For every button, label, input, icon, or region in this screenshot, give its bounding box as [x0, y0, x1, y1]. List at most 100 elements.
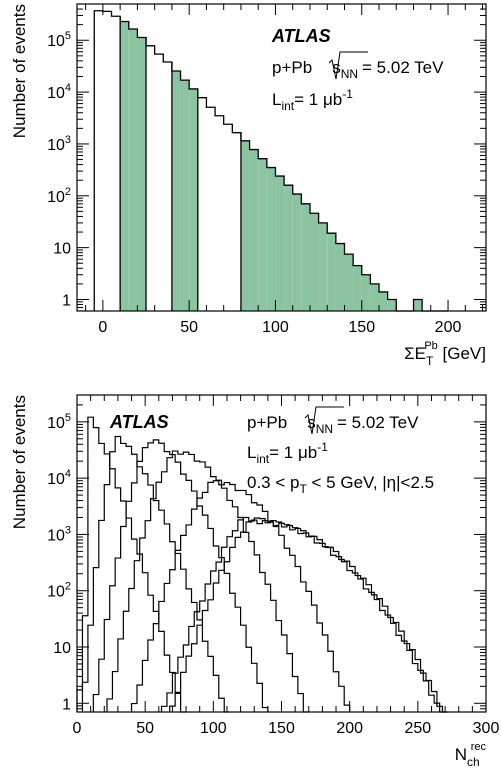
top-hist-fill-bar [284, 185, 293, 311]
top-x-title-sub: T [426, 354, 434, 368]
bottom-lumi-exp: -1 [317, 440, 328, 454]
top-y-tick-label: 104 [47, 82, 71, 102]
top-hist-fill-bar [266, 167, 276, 311]
top-x-tick-label: 100 [262, 319, 289, 336]
top-y-tick-label: 10 [53, 241, 71, 258]
top-energy-text: p+Pb sNN = 5.02 TeV [272, 58, 444, 81]
top-hist-fill-bar [258, 158, 267, 311]
top-hist-fill-bar [361, 274, 371, 311]
top-lumi-text: Lint= 1 μb-1 [272, 87, 353, 113]
top-x-tick-label: 200 [435, 319, 462, 336]
bottom-energy-text: p+Pb sNN = 5.02 TeV [247, 413, 419, 436]
top-legend-text: ATLAS p+Pb sNN = 5.02 TeV Lint= 1 μb-1 [271, 26, 444, 113]
bottom-y-tick-label: 102 [47, 581, 71, 601]
bottom-cut-pre: 0.3 < p [247, 473, 299, 492]
top-y-tick-base: 10 [47, 33, 65, 50]
top-hist-fill-bar [309, 213, 319, 311]
top-x-tick-label: 50 [180, 319, 198, 336]
bottom-y-tick-exp: 4 [65, 468, 71, 480]
top-y-axis-title: Number of events [10, 4, 29, 138]
top-hist-fill-bar [318, 222, 328, 311]
bottom-y-tick-base: 10 [47, 584, 65, 601]
top-hist-fill-bar [120, 21, 129, 311]
top-atlas-label: ATLAS [271, 26, 331, 46]
bottom-y-tick-text: 1 [62, 696, 71, 713]
bottom-x-tick-label: 0 [73, 720, 82, 737]
top-y-tick-exp: 4 [65, 82, 71, 94]
top-y-tick-label: 105 [47, 30, 71, 50]
top-x-title-main: ΣE [404, 344, 426, 363]
top-hist-fill-bar [292, 194, 302, 311]
top-hist-fill-bar [413, 299, 423, 311]
top-hist-fill-bar [128, 28, 138, 311]
bottom-y-tick-label: 10 [53, 640, 71, 657]
bottom-y-tick-exp: 5 [65, 412, 71, 424]
top-hist-fill-bar [189, 88, 198, 311]
top-energy-value: = 5.02 TeV [362, 58, 444, 77]
top-y-tick-base: 10 [47, 85, 65, 102]
top-lumi-sub: int [281, 99, 294, 113]
bottom-hist-series-7 [169, 519, 448, 713]
bottom-y-tick-label: 103 [47, 524, 71, 544]
top-y-tick-text: 1 [62, 292, 71, 309]
top-y-tick-exp: 5 [65, 30, 71, 42]
bottom-x-title-main: N [455, 745, 467, 764]
top-hist-fill-bar [370, 283, 380, 311]
bottom-lumi-text: Lint= 1 μb-1 [247, 440, 328, 466]
bottom-energy-s: s [307, 413, 316, 432]
top-y-tick-label: 102 [47, 186, 71, 206]
bottom-x-title-sup: rec [471, 741, 487, 753]
top-x-axis-title: ΣET Pb [GeV] [404, 340, 486, 368]
top-hist-fill-bar [327, 233, 336, 311]
top-y-tick-label: 103 [47, 134, 71, 154]
bottom-y-tick-base: 10 [47, 471, 65, 488]
top-hist-fill-bar [137, 37, 147, 311]
bottom-legend-text: ATLAS p+Pb sNN = 5.02 TeV Lint= 1 μb-1 0.3 < … [109, 412, 434, 496]
top-axes-frame [76, 3, 487, 312]
bottom-hist-series-4 [106, 450, 309, 713]
top-hist-fill-bar [335, 243, 345, 311]
top-hist-fill-bar [301, 203, 310, 311]
bottom-y-tick-exp: 2 [65, 581, 71, 593]
bottom-cut-post: < 5 GeV, |η|<2.5 [307, 473, 434, 492]
bottom-lumi-sub: int [256, 452, 269, 466]
bottom-x-tick-label: 100 [200, 720, 227, 737]
bottom-collision: p+Pb [247, 413, 287, 432]
bottom-x-tick-label: 150 [268, 720, 295, 737]
bottom-y-tick-label: 1 [62, 696, 71, 713]
bottom-sqrt-sign [304, 406, 344, 435]
top-hist-fill-bar [275, 176, 285, 311]
top-hist-fill-bar [353, 265, 362, 311]
bottom-x-tick-label: 250 [404, 720, 431, 737]
bottom-atlas-label: ATLAS [109, 412, 169, 432]
top-y-tick-base: 10 [47, 189, 65, 206]
bottom-y-tick-text: 10 [53, 640, 71, 657]
top-x-title-unit: [GeV] [438, 344, 486, 363]
bottom-x-title-sub: ch [467, 755, 480, 769]
bottom-y-tick-exp: 3 [65, 524, 71, 536]
top-x-tick-label: 150 [348, 319, 375, 336]
top-energy-s: s [332, 58, 341, 77]
bottom-y-axis-title: Number of events [10, 395, 29, 529]
bottom-y-tick-base: 10 [47, 527, 65, 544]
top-y-tick-text: 10 [53, 241, 71, 258]
bottom-y-tick-base: 10 [47, 415, 65, 432]
top-energy-sub: NN [341, 67, 358, 81]
top-hist-fill-bar [344, 254, 354, 311]
top-sqrt-sign [328, 51, 368, 80]
top-lumi-L: L [272, 90, 281, 109]
top-y-tick-label: 1 [62, 292, 71, 309]
top-hist-fill-bar [240, 140, 250, 311]
top-x-tick-label: 0 [98, 319, 107, 336]
top-hist-fill-bar [387, 299, 397, 311]
bottom-x-axis-title: Nch rec [455, 741, 487, 769]
top-lumi-value: = 1 μb [294, 90, 342, 109]
bottom-hist-series-1 [76, 416, 187, 713]
bottom-hist-series-2 [81, 435, 230, 713]
top-lumi-exp: -1 [342, 87, 353, 101]
bottom-energy-sub: NN [316, 422, 333, 436]
bottom-hist-series-6 [160, 516, 446, 713]
top-y-tick-exp: 3 [65, 134, 71, 146]
bottom-x-tick-label: 300 [473, 720, 500, 737]
